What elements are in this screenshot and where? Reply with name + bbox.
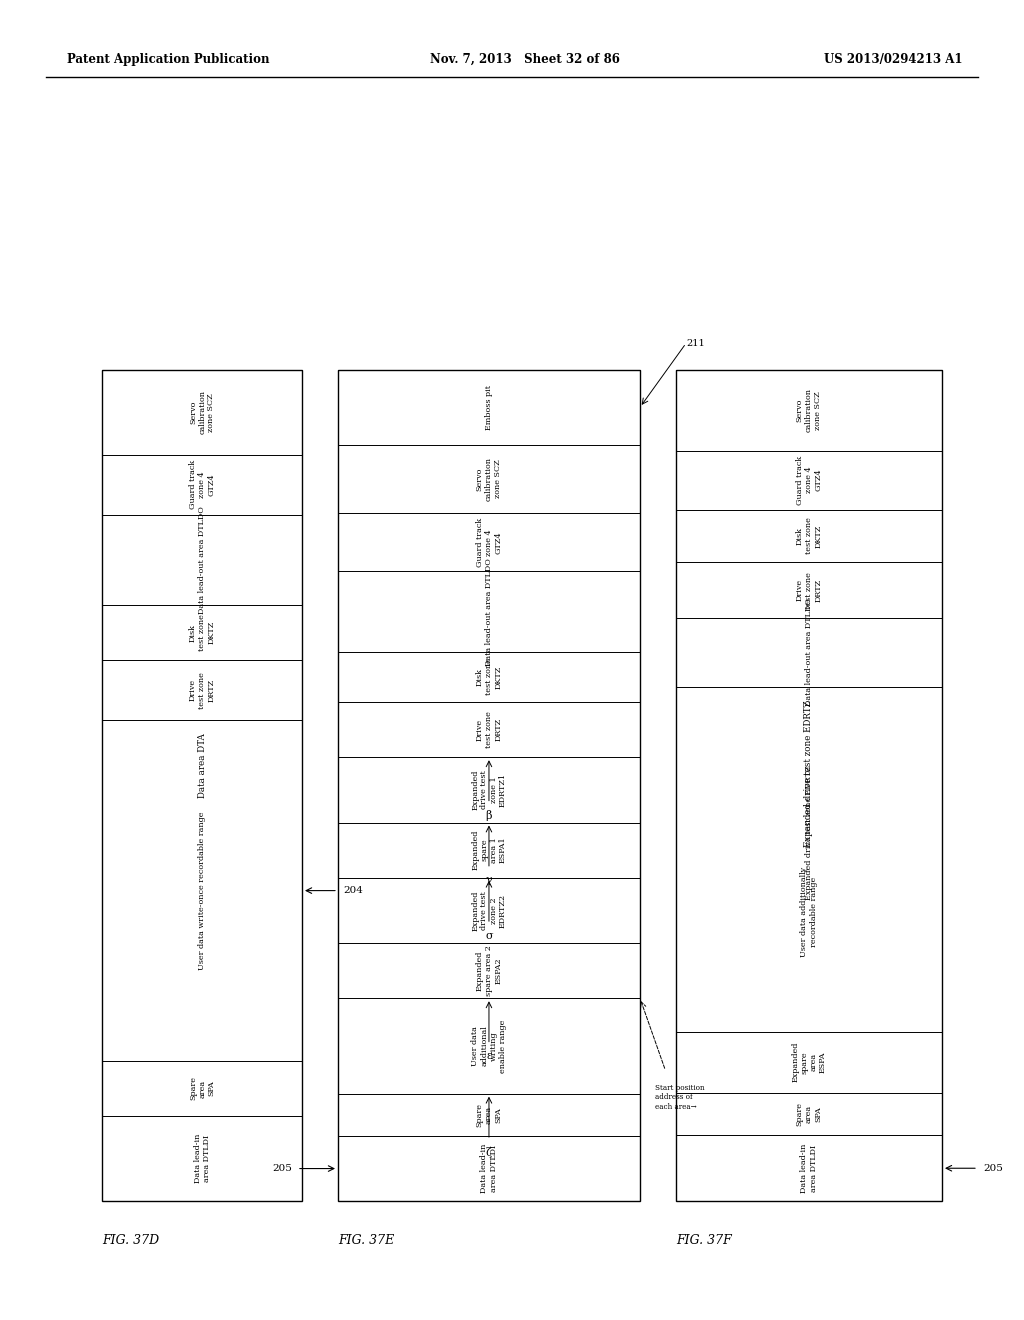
- Text: FIG. 37D: FIG. 37D: [102, 1234, 160, 1247]
- Text: Expanded drive test zone EDRTZ: Expanded drive test zone EDRTZ: [805, 700, 813, 847]
- Text: Expanded
drive test
zone 2
EDRTZ2: Expanded drive test zone 2 EDRTZ2: [471, 890, 507, 931]
- Text: FIG. 37E: FIG. 37E: [338, 1234, 394, 1247]
- Text: Disk
test zone
DKTZ: Disk test zone DKTZ: [476, 659, 502, 696]
- Text: Expanded drive test zone EDRTZ: Expanded drive test zone EDRTZ: [805, 766, 813, 900]
- Text: Data lead-out area DTLDO: Data lead-out area DTLDO: [485, 558, 493, 665]
- Text: 205: 205: [272, 1164, 292, 1173]
- Text: Emboss pit: Emboss pit: [485, 384, 493, 430]
- Text: 211: 211: [686, 339, 705, 347]
- Text: 205: 205: [983, 1164, 1002, 1172]
- Text: Spare
area
SPA: Spare area SPA: [189, 1077, 215, 1101]
- Text: Expanded
spare
area
ESPA: Expanded spare area ESPA: [792, 1041, 826, 1082]
- Text: Disk
test zone
DKTZ: Disk test zone DKTZ: [189, 614, 215, 651]
- Bar: [676, 370, 942, 1201]
- Text: User data
additional
writing
enable range: User data additional writing enable rang…: [471, 1019, 507, 1073]
- Text: Expanded
drive test
zone 1
EDRTZ1: Expanded drive test zone 1 EDRTZ1: [471, 770, 507, 810]
- Text: US 2013/0294213 A1: US 2013/0294213 A1: [824, 53, 963, 66]
- Text: Data area DTA: Data area DTA: [198, 734, 207, 799]
- Text: Guard track
zone 4
GTZ4: Guard track zone 4 GTZ4: [189, 461, 215, 510]
- Bar: [102, 370, 302, 1201]
- Text: Spare
area
SPA: Spare area SPA: [476, 1102, 502, 1127]
- Text: Servo
calibration
zone SCZ: Servo calibration zone SCZ: [796, 388, 822, 432]
- Text: β: β: [485, 810, 493, 821]
- Text: Data lead-out area DTLDO: Data lead-out area DTLDO: [199, 506, 206, 614]
- Text: User data write-once recordable range: User data write-once recordable range: [199, 812, 206, 970]
- Text: Data lead-in
area DTLDI: Data lead-in area DTLDI: [194, 1134, 211, 1183]
- Text: Expanded
spare
area 1
ESPA1: Expanded spare area 1 ESPA1: [471, 830, 507, 870]
- Text: Start position
address of
each area→: Start position address of each area→: [655, 1084, 705, 1110]
- Text: Drive
test zone
DRTZ: Drive test zone DRTZ: [189, 672, 215, 709]
- Text: Servo
calibration
zone SCZ: Servo calibration zone SCZ: [189, 391, 215, 434]
- Text: Servo
calibration
zone SCZ: Servo calibration zone SCZ: [476, 457, 502, 502]
- Text: ε: ε: [486, 1051, 492, 1061]
- Text: FIG. 37F: FIG. 37F: [676, 1234, 731, 1247]
- Text: Data lead-in
area DTLDI: Data lead-in area DTLDI: [801, 1143, 817, 1193]
- Text: Drive
test zone
DRTZ: Drive test zone DRTZ: [796, 572, 822, 609]
- Bar: [338, 370, 640, 1201]
- Text: Guard track
zone 4
GTZ4: Guard track zone 4 GTZ4: [796, 455, 822, 504]
- Text: ζ: ζ: [486, 1147, 492, 1158]
- Text: γ: γ: [485, 875, 493, 886]
- Text: Nov. 7, 2013   Sheet 32 of 86: Nov. 7, 2013 Sheet 32 of 86: [430, 53, 620, 66]
- Text: Patent Application Publication: Patent Application Publication: [67, 53, 269, 66]
- Text: 204: 204: [343, 886, 362, 895]
- Text: User data additionally
recordable range: User data additionally recordable range: [801, 867, 817, 957]
- Text: Disk
test zone
DKTZ: Disk test zone DKTZ: [796, 517, 822, 554]
- Text: σ: σ: [485, 931, 493, 941]
- Text: Data lead-out area DTLDO: Data lead-out area DTLDO: [805, 598, 813, 706]
- Text: Expanded
spare area 2
ESPA2: Expanded spare area 2 ESPA2: [476, 945, 502, 997]
- Text: Guard track
zone 4
GTZ4: Guard track zone 4 GTZ4: [476, 517, 502, 568]
- Text: Drive
test zone
DRTZ: Drive test zone DRTZ: [476, 711, 502, 748]
- Text: Data lead-in
area DTLDI: Data lead-in area DTLDI: [480, 1144, 498, 1193]
- Text: Spare
area
SPA: Spare area SPA: [796, 1102, 822, 1126]
